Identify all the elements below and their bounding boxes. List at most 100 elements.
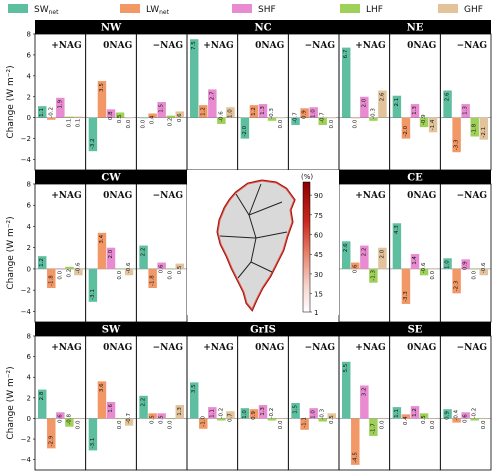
bar-value-label: 0.9	[445, 411, 451, 420]
bar-lhf	[470, 418, 479, 421]
bar-value-label: 0.6	[352, 264, 358, 273]
legend-label-ghf: GHF	[464, 5, 483, 15]
bar-lhf	[115, 418, 125, 420]
y-tick-label: 6	[27, 202, 32, 210]
bar-ghf	[428, 418, 438, 420]
bar-ghf	[124, 268, 134, 276]
bar-value-label: 2.0	[108, 249, 114, 258]
colorbar-tick-label: 75	[314, 212, 323, 220]
bar-swnet	[443, 258, 452, 269]
panel-title: CW	[101, 173, 121, 184]
panel-title: SE	[408, 325, 423, 336]
bar-value-label: 0.6	[463, 414, 469, 423]
bar-lhf	[65, 116, 74, 118]
bar-value-label: 0.0	[57, 270, 63, 279]
scenario-label: −NAG	[305, 41, 335, 51]
bar-value-label: 1.0	[311, 109, 317, 118]
bar-value-label: -0.3	[320, 408, 326, 419]
panel-ce: CE+NAG2.60.62.2-1.32.00NAG4.3-3.31.4-0.6…	[338, 170, 492, 323]
greenland-outline-inner	[217, 180, 295, 310]
bar-value-label: 5.5	[343, 363, 349, 372]
bar-lhf	[217, 117, 226, 124]
bar-value-label: 0.0	[278, 119, 284, 128]
bar-ghf	[327, 117, 336, 119]
panel-header	[187, 322, 339, 336]
bar-ghf	[226, 411, 235, 419]
bar-value-label: -2.1	[481, 127, 487, 138]
scenario-label: 0NAG	[103, 191, 132, 201]
bar-swnet	[443, 90, 452, 118]
bar-shf	[258, 405, 268, 419]
bar-value-label: 4.3	[394, 225, 400, 234]
bar-lwnet	[401, 414, 411, 419]
bar-shf	[208, 407, 217, 419]
bar-value-label: -0.6	[481, 262, 487, 273]
bar-lwnet	[351, 418, 360, 465]
bar-value-label: -1.1	[302, 417, 308, 428]
bar-value-label: 0.0	[481, 420, 487, 429]
bar-value-label: 0.5	[159, 415, 165, 424]
scenario-label: 0NAG	[407, 41, 436, 51]
bar-lwnet	[401, 117, 411, 139]
bar-value-label: 1.2	[39, 258, 45, 267]
bar-lwnet	[300, 108, 309, 118]
greenland-map: (%) 90 75 60 45 30 15 1	[187, 170, 339, 317]
bar-lhf	[419, 117, 429, 128]
panel-header	[339, 322, 491, 336]
bar-ghf	[479, 117, 488, 140]
bar-shf	[106, 109, 116, 118]
legend: SWnet LWnet SHF LHF GHF	[8, 4, 483, 16]
scenario-frame	[439, 335, 492, 471]
bar-ghf	[378, 90, 387, 118]
colorbar-gradient	[302, 181, 311, 313]
bar-lwnet	[97, 81, 107, 118]
y-tick-label: 0	[27, 265, 31, 273]
panel-title: NC	[254, 23, 271, 34]
bar-ghf	[74, 268, 83, 276]
scenario-label: −NAG	[153, 41, 183, 51]
scenario-label: +NAG	[51, 343, 81, 353]
bar-value-label: 0.2	[168, 118, 174, 127]
legend-swatch-swnet	[8, 4, 28, 13]
bar-swnet	[342, 241, 351, 269]
bar-ghf	[479, 268, 488, 276]
bar-shf	[56, 268, 65, 270]
bar-ghf	[378, 418, 387, 420]
bar-lwnet	[199, 418, 208, 429]
bar-lhf	[419, 413, 429, 419]
panel-header	[35, 20, 187, 34]
bar-value-label: 0.7	[227, 413, 233, 422]
bar-value-label: 0.0	[117, 270, 123, 279]
scenario-label: +NAG	[51, 41, 81, 51]
drainage-basin-boundaries	[219, 183, 288, 279]
bar-swnet	[38, 106, 47, 118]
bar-value-label: -0.6	[218, 111, 224, 122]
bar-lhf	[470, 268, 479, 270]
bar-value-label: 0.9	[463, 261, 469, 270]
bar-swnet	[342, 47, 351, 118]
bar-ghf	[124, 117, 134, 119]
bar-swnet	[139, 245, 148, 269]
bar-lhf	[65, 266, 74, 269]
bar-value-label: 0.6	[57, 414, 63, 423]
bar-lhf	[166, 115, 175, 118]
bar-lhf	[318, 418, 327, 422]
colorbar-title: (%)	[301, 173, 313, 181]
bar-lwnet	[351, 117, 360, 119]
bar-lhf	[115, 112, 125, 118]
bar-lwnet	[148, 413, 157, 419]
bar-ghf	[276, 418, 286, 420]
bar-shf	[461, 259, 470, 269]
legend-swatch-lhf	[340, 4, 360, 13]
bar-shf	[106, 247, 116, 269]
bar-lwnet	[47, 418, 56, 449]
bar-lwnet	[97, 232, 107, 269]
bar-lwnet	[452, 117, 461, 153]
bar-ghf	[74, 116, 83, 118]
bar-value-label: 0.4	[403, 416, 409, 425]
bar-value-label: 2.2	[141, 248, 147, 257]
bar-value-label: 1.2	[200, 107, 206, 116]
bar-swnet	[240, 408, 250, 419]
bar-value-label: 1.3	[260, 106, 266, 115]
bar-value-label: -3.1	[90, 289, 96, 300]
